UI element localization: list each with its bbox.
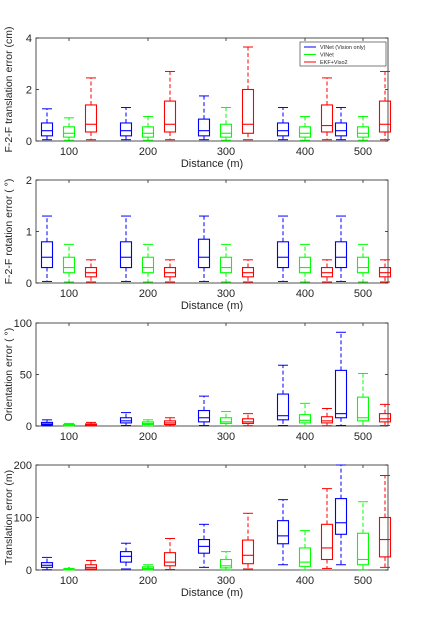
x-tick-label: 400: [296, 288, 314, 300]
y-tick-label: 100: [14, 318, 32, 330]
x-axis-label: Distance (m): [181, 587, 243, 599]
box-iqr: [84, 104, 98, 133]
box-iqr: [276, 241, 290, 269]
x-tick-label: 500: [354, 146, 372, 158]
x-tick-label: 200: [139, 431, 157, 443]
box-iqr: [298, 126, 312, 138]
y-axis-label: F-2-F translation error (cm): [3, 26, 15, 152]
x-tick-label: 200: [139, 146, 157, 158]
box-iqr: [241, 88, 255, 134]
box-iqr: [219, 123, 233, 138]
box-iqr: [356, 396, 370, 422]
box-iqr: [276, 393, 290, 421]
box-iqr: [119, 241, 133, 269]
x-axis-label: Distance (m): [181, 158, 243, 170]
y-tick-label: 2: [26, 175, 32, 187]
y-axis-label: Orientation error ( °): [3, 328, 15, 421]
box-iqr: [298, 547, 312, 567]
box-iqr: [378, 413, 392, 423]
y-axis-label: Translation error (m): [3, 470, 15, 565]
y-tick-label: 0: [26, 136, 32, 148]
x-tick-label: 400: [296, 146, 314, 158]
box-iqr: [62, 126, 76, 138]
box-iqr: [219, 256, 233, 274]
box-iqr: [119, 122, 133, 137]
y-tick-label: 200: [14, 460, 32, 472]
box-iqr: [163, 552, 177, 567]
y-tick-label: 100: [14, 513, 32, 525]
x-tick-label: 200: [139, 575, 157, 587]
legend-entry: VINet (Vision only): [320, 45, 366, 51]
box-iqr: [298, 414, 312, 424]
y-tick-label: 0: [26, 565, 32, 577]
box-iqr: [334, 369, 348, 419]
box-iqr: [40, 241, 54, 269]
x-tick-label: 200: [139, 288, 157, 300]
box-iqr: [334, 122, 348, 137]
box-iqr: [40, 122, 54, 137]
x-tick-label: 300: [217, 431, 235, 443]
box-iqr: [141, 256, 155, 274]
box-iqr: [197, 409, 211, 423]
box-iqr: [334, 498, 348, 535]
x-tick-label: 400: [296, 575, 314, 587]
box-iqr: [62, 256, 76, 274]
x-tick-label: 500: [354, 575, 372, 587]
box-iqr: [276, 520, 290, 545]
x-tick-label: 400: [296, 431, 314, 443]
box-iqr: [276, 122, 290, 137]
x-tick-label: 100: [60, 146, 78, 158]
box-iqr: [320, 104, 334, 133]
box-iqr: [197, 118, 211, 137]
y-axis-label: F-2-F rotation error ( °): [3, 179, 15, 285]
box-iqr: [141, 126, 155, 138]
box-iqr: [356, 256, 370, 274]
x-axis-label: Distance (m): [181, 300, 243, 312]
box-iqr: [320, 523, 334, 561]
y-tick-label: 0: [26, 278, 32, 290]
box-iqr: [334, 241, 348, 269]
box-iqr: [163, 100, 177, 133]
y-tick-label: 4: [26, 33, 32, 45]
x-tick-label: 500: [354, 431, 372, 443]
y-tick-label: 2: [26, 85, 32, 97]
box-iqr: [241, 539, 255, 565]
x-tick-label: 300: [217, 288, 235, 300]
box-iqr: [241, 418, 255, 424]
box-iqr: [320, 416, 334, 424]
y-tick-label: 50: [20, 370, 32, 382]
box-iqr: [356, 126, 370, 138]
x-tick-label: 100: [60, 288, 78, 300]
x-tick-label: 300: [217, 575, 235, 587]
x-tick-label: 100: [60, 431, 78, 443]
box-iqr: [197, 238, 211, 269]
x-tick-label: 100: [60, 575, 78, 587]
box-iqr: [219, 558, 233, 569]
box-iqr: [219, 417, 233, 424]
box-iqr: [298, 256, 312, 274]
legend-entry: EKF+Viso2: [320, 60, 348, 66]
box-iqr: [356, 532, 370, 566]
x-tick-label: 500: [354, 288, 372, 300]
legend-entry: VINet: [320, 53, 334, 59]
y-tick-label: 0: [26, 421, 32, 433]
x-tick-label: 300: [217, 146, 235, 158]
box-iqr: [378, 516, 392, 558]
y-tick-label: 1: [26, 227, 32, 239]
box-iqr: [378, 100, 392, 133]
